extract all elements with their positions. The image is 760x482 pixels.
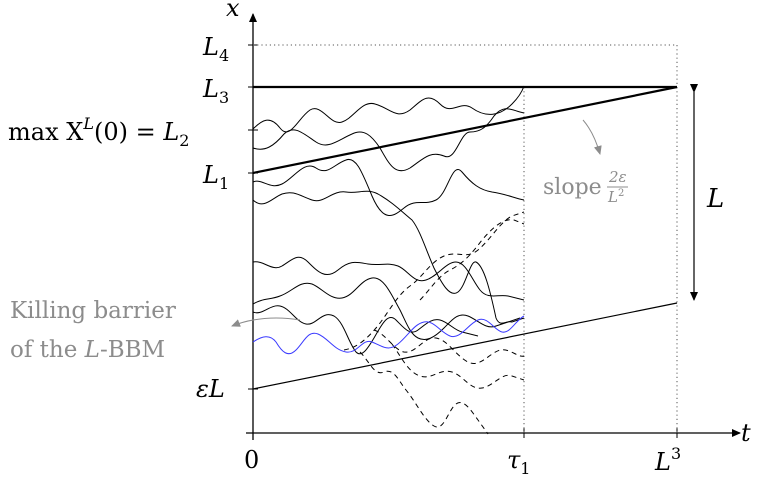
barrier-label-line2: of the L-BBM bbox=[10, 337, 165, 363]
barrier-label-line1: Killing barrier bbox=[10, 298, 176, 324]
trajectory-5 bbox=[252, 256, 525, 301]
trajectory-3 bbox=[252, 158, 525, 216]
killing-barrier-curve bbox=[252, 315, 525, 355]
label-L3-time: L3 bbox=[654, 444, 681, 476]
trajectory-2 bbox=[252, 108, 525, 172]
trajectory-1 bbox=[252, 85, 525, 133]
barrier-pointer-arrow bbox=[231, 317, 301, 327]
slope-word: slope bbox=[543, 175, 602, 200]
label-L4: L4 bbox=[202, 33, 229, 65]
trajectory-4 bbox=[252, 190, 525, 324]
trajectory-6 bbox=[252, 277, 521, 341]
lower-slope-line bbox=[252, 302, 678, 390]
interval-L-label: L bbox=[706, 184, 724, 214]
trajectory-dashed-2 bbox=[373, 329, 525, 364]
label-tau1: τ1 bbox=[507, 446, 530, 478]
x-axis-label: t bbox=[741, 419, 751, 447]
label-max-X-L2: max XL(0) = L2 bbox=[8, 114, 189, 150]
trajectory-7 bbox=[252, 305, 479, 355]
trajectory-dashed-4 bbox=[359, 351, 489, 435]
upper-slope-line bbox=[252, 85, 678, 175]
trajectory-dashed-5 bbox=[419, 219, 525, 301]
slope-numerator: 2ε bbox=[608, 168, 627, 186]
trajectory-dashed-3 bbox=[391, 343, 525, 389]
label-L3: L3 bbox=[202, 75, 229, 107]
y-axis-label: x bbox=[226, 0, 240, 22]
label-L1: L1 bbox=[202, 161, 229, 193]
slope-denominator: L2 bbox=[607, 188, 624, 206]
label-zero: 0 bbox=[244, 446, 259, 474]
label-epsL: εL bbox=[196, 375, 225, 403]
slope-pointer-arrow bbox=[582, 119, 602, 155]
